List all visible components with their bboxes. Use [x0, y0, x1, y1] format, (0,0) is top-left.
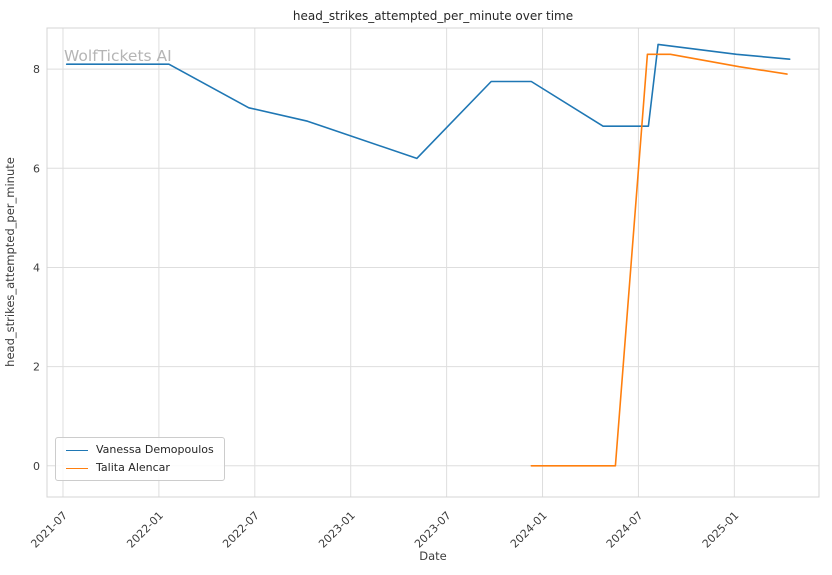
x-tick-label: 2022-01 — [124, 509, 166, 551]
x-tick-label: 2023-01 — [316, 509, 358, 551]
y-axis-label: head_strikes_attempted_per_minute — [3, 157, 17, 367]
y-tick-label: 6 — [33, 162, 40, 175]
legend-label-talita: Talita Alencar — [96, 461, 170, 475]
chart-title: head_strikes_attempted_per_minute over t… — [293, 9, 573, 23]
y-tick-label: 4 — [33, 261, 40, 274]
x-tick-label: 2021-07 — [28, 509, 70, 551]
legend-line-sample-talita — [66, 467, 88, 469]
x-tick-label: 2024-01 — [508, 509, 550, 551]
y-tick-label: 8 — [33, 63, 40, 76]
y-tick-label: 2 — [33, 361, 40, 374]
x-axis-label: Date — [419, 549, 447, 563]
legend-label-vanessa: Vanessa Demopoulos — [96, 443, 214, 456]
legend-line-sample-vanessa — [66, 449, 88, 451]
grid-layer — [47, 28, 819, 497]
watermark: WolfTickets AI — [64, 47, 172, 65]
x-tick-label: 2022-07 — [220, 509, 262, 551]
x-tick-label: 2025-01 — [700, 509, 742, 551]
series-line-vanessa-demopoulos — [65, 43, 791, 160]
y-tick-label: 0 — [33, 460, 40, 473]
legend-item-talita: Talita Alencar — [66, 461, 214, 475]
legend: Vanessa Demopoulos Talita Alencar — [55, 437, 225, 482]
x-tick-label: 2024-07 — [604, 509, 646, 551]
axes-border — [46, 27, 820, 498]
series-layer — [65, 43, 791, 467]
series-line-talita-alencar — [530, 53, 788, 467]
legend-item-vanessa: Vanessa Demopoulos — [66, 443, 214, 456]
x-tick-label: 2023-07 — [412, 509, 454, 551]
